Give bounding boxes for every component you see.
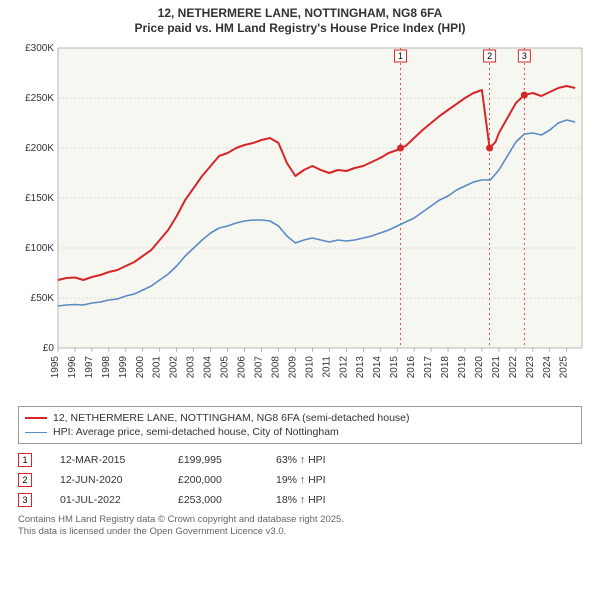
svg-text:2000: 2000	[135, 356, 146, 379]
transaction-row: 3 01-JUL-2022 £253,000 18% ↑ HPI	[18, 490, 582, 510]
footer-line2: This data is licensed under the Open Gov…	[18, 526, 582, 538]
transaction-row: 2 12-JUN-2020 £200,000 19% ↑ HPI	[18, 470, 582, 490]
svg-text:2013: 2013	[355, 356, 366, 379]
svg-text:£50K: £50K	[31, 293, 55, 304]
chart-area: £0 £50K £100K £150K £200K £250K £300K 1995 1996 1…	[10, 38, 590, 398]
svg-text:2022: 2022	[508, 356, 519, 379]
svg-text:£150K: £150K	[25, 193, 54, 204]
transaction-marker: 3	[18, 493, 32, 507]
transaction-date: 01-JUL-2022	[60, 494, 150, 506]
transaction-delta: 18% ↑ HPI	[276, 494, 356, 506]
chart-title: 12, NETHERMERE LANE, NOTTINGHAM, NG8 6FA…	[0, 0, 600, 38]
svg-text:2002: 2002	[169, 356, 180, 379]
svg-text:2003: 2003	[186, 356, 197, 379]
legend-label: HPI: Average price, semi-detached house,…	[53, 426, 339, 438]
transaction-delta: 63% ↑ HPI	[276, 454, 356, 466]
svg-text:2017: 2017	[423, 356, 434, 379]
svg-text:3: 3	[522, 51, 527, 61]
legend-swatch	[25, 417, 47, 419]
svg-text:2020: 2020	[474, 356, 485, 379]
svg-text:2014: 2014	[372, 356, 383, 379]
svg-text:1998: 1998	[101, 356, 112, 379]
svg-text:2009: 2009	[287, 356, 298, 379]
title-line2: Price paid vs. HM Land Registry's House …	[0, 21, 600, 36]
svg-text:1997: 1997	[84, 356, 95, 379]
transaction-price: £199,995	[178, 454, 248, 466]
svg-text:£0: £0	[43, 343, 55, 354]
legend-item: HPI: Average price, semi-detached house,…	[25, 425, 575, 439]
footer-line1: Contains HM Land Registry data © Crown c…	[18, 514, 582, 526]
svg-text:2024: 2024	[542, 356, 553, 379]
transaction-row: 1 12-MAR-2015 £199,995 63% ↑ HPI	[18, 450, 582, 470]
svg-text:1995: 1995	[50, 356, 61, 379]
svg-text:1999: 1999	[118, 356, 129, 379]
svg-text:2005: 2005	[220, 356, 231, 379]
svg-text:1: 1	[398, 51, 403, 61]
svg-text:2021: 2021	[491, 356, 502, 379]
svg-text:2019: 2019	[457, 356, 468, 379]
legend: 12, NETHERMERE LANE, NOTTINGHAM, NG8 6FA…	[18, 406, 582, 444]
line-chart: £0 £50K £100K £150K £200K £250K £300K 1995 1996 1…	[10, 38, 590, 398]
svg-text:2018: 2018	[440, 356, 451, 379]
transaction-marker: 2	[18, 473, 32, 487]
transaction-date: 12-JUN-2020	[60, 474, 150, 486]
transaction-marker: 1	[18, 453, 32, 467]
svg-text:£200K: £200K	[25, 143, 54, 154]
transactions-table: 1 12-MAR-2015 £199,995 63% ↑ HPI 2 12-JUN-202…	[18, 450, 582, 510]
title-line1: 12, NETHERMERE LANE, NOTTINGHAM, NG8 6FA	[0, 6, 600, 21]
svg-text:1996: 1996	[67, 356, 78, 379]
transaction-price: £253,000	[178, 494, 248, 506]
svg-text:£300K: £300K	[25, 43, 54, 54]
svg-text:2025: 2025	[559, 356, 570, 379]
svg-text:2008: 2008	[270, 356, 281, 379]
svg-text:£100K: £100K	[25, 243, 54, 254]
svg-text:£250K: £250K	[25, 93, 54, 104]
svg-text:2016: 2016	[406, 356, 417, 379]
svg-text:2004: 2004	[203, 356, 214, 379]
svg-text:2001: 2001	[152, 356, 163, 379]
transaction-date: 12-MAR-2015	[60, 454, 150, 466]
svg-text:2006: 2006	[237, 356, 248, 379]
svg-text:2010: 2010	[304, 356, 315, 379]
transaction-price: £200,000	[178, 474, 248, 486]
svg-text:2007: 2007	[253, 356, 264, 379]
svg-text:2011: 2011	[321, 356, 332, 378]
svg-text:2015: 2015	[389, 356, 400, 379]
legend-swatch	[25, 432, 47, 433]
svg-text:2012: 2012	[338, 356, 349, 379]
transaction-delta: 19% ↑ HPI	[276, 474, 356, 486]
svg-text:2023: 2023	[525, 356, 536, 379]
attribution-footer: Contains HM Land Registry data © Crown c…	[18, 514, 582, 539]
legend-label: 12, NETHERMERE LANE, NOTTINGHAM, NG8 6FA…	[53, 412, 410, 424]
svg-text:2: 2	[487, 51, 492, 61]
legend-item: 12, NETHERMERE LANE, NOTTINGHAM, NG8 6FA…	[25, 411, 575, 425]
